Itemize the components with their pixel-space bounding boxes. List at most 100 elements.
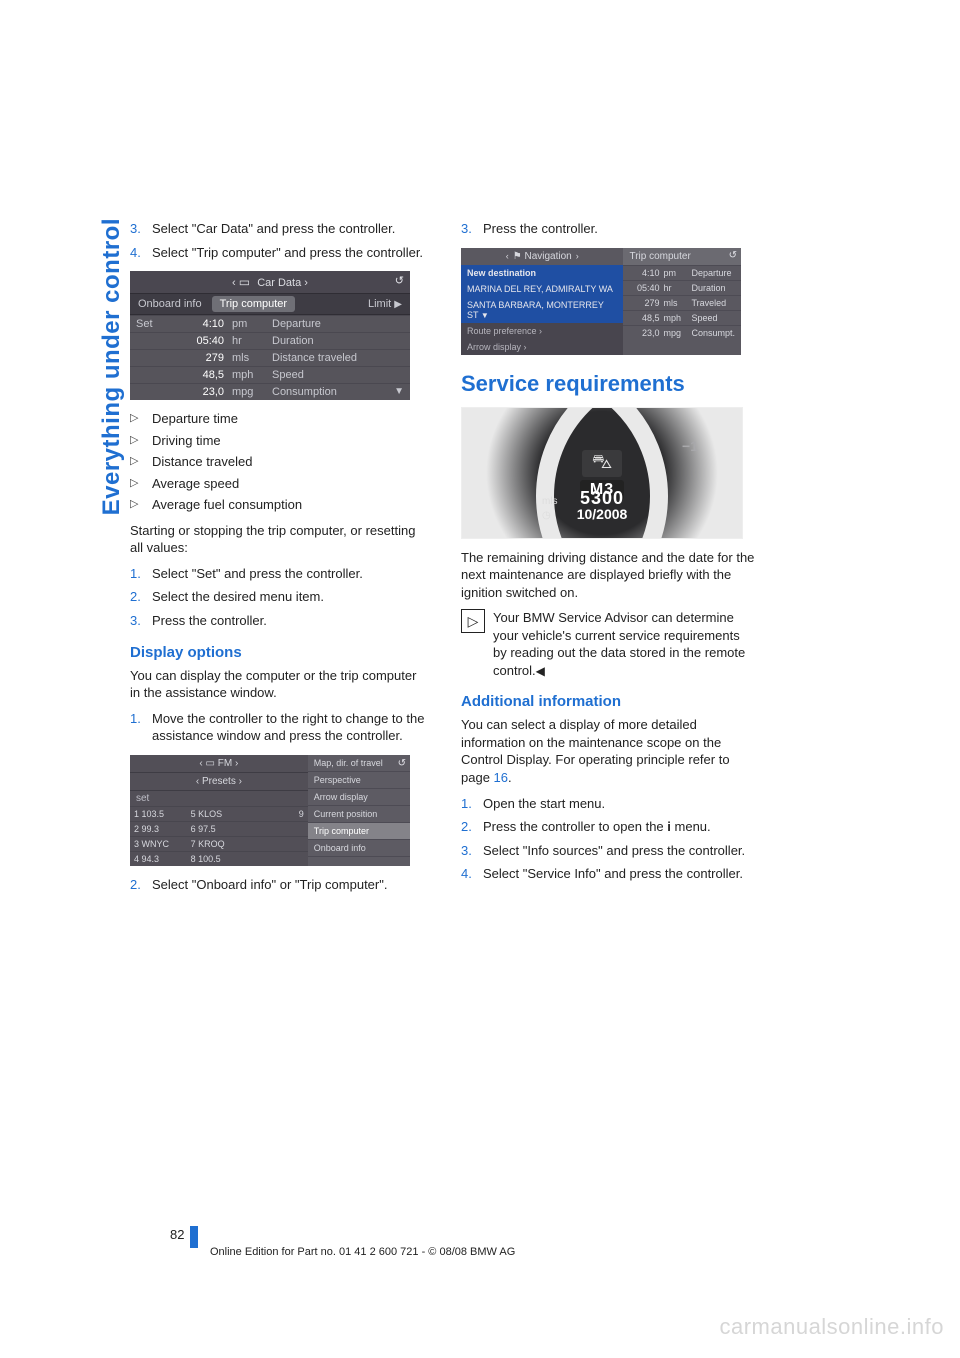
column-left: 3.Select "Car Data" and press the contro… [130, 220, 425, 903]
tab-onboard-info[interactable]: Onboard info [130, 294, 210, 314]
step-num: 2. [130, 876, 142, 894]
tab-trip-computer[interactable]: Trip computer [212, 296, 295, 312]
end-note-icon: ◀ [536, 664, 545, 678]
trip-label: Traveled [691, 298, 735, 308]
trip-unit: mpg [663, 328, 691, 338]
column-right: 3.Press the controller. ‹⚑ Navigation› N… [461, 220, 756, 903]
row-value: 48,5 [172, 369, 232, 381]
heading-display-options: Display options [130, 644, 425, 661]
paragraph: You can display the computer or the trip… [130, 667, 425, 702]
nav-route-preference[interactable]: Route preference › [461, 323, 623, 339]
assist-option-position[interactable]: Current position [308, 806, 410, 823]
tab-limit[interactable]: Limit ▶ [360, 294, 410, 314]
paragraph: The remaining driving distance and the d… [461, 549, 756, 602]
step-num: 1. [130, 710, 142, 745]
bullet-text: Distance traveled [152, 453, 252, 471]
preset-cell: 9 [247, 809, 304, 819]
trip-val: 23,0 [629, 328, 663, 338]
arrow-right-icon: › [572, 251, 583, 261]
arrow-right-icon: › [239, 776, 242, 787]
row-unit: pm [232, 318, 272, 330]
step-num: 1. [130, 565, 142, 583]
assist-option-perspective[interactable]: Perspective [308, 772, 410, 789]
step-text: Press the controller to open the i menu. [483, 818, 711, 836]
clock-icon: ◷ [542, 510, 551, 521]
row-value: 4:10 [172, 318, 232, 330]
arrow-down-icon: ▼ [481, 311, 489, 320]
car-data-rows: Set4:10pmDeparture 05:40hrDuration 279ml… [130, 315, 410, 400]
preset-cell: 7 KROQ [191, 839, 248, 849]
steps-additional-info: 1.Open the start menu. 2.Press the contr… [461, 795, 756, 883]
nav-new-destination[interactable]: New destination [461, 265, 623, 281]
shot2-right-panel: ↺ Map, dir. of travel Perspective Arrow … [308, 755, 410, 866]
assist-option-trip-computer[interactable]: Trip computer [308, 823, 410, 840]
screenshot-instrument-cluster: −1 ⛍ M3 mls ◷ 5300 10/2008 [461, 407, 743, 539]
trip-computer-fields: ▷Departure time ▷Driving time ▷Distance … [130, 410, 425, 514]
row-name: Duration [272, 335, 404, 347]
assist-option-map[interactable]: Map, dir. of travel [308, 755, 410, 772]
nav-arrow-display[interactable]: Arrow display › [461, 339, 623, 355]
row-name: Consumption [272, 386, 394, 398]
steps-reset: 1. Select "Set" and press the controller.… [130, 565, 425, 630]
assist-option-arrow[interactable]: Arrow display [308, 789, 410, 806]
service-date: 10/2008 [577, 506, 628, 522]
mls-label: mls [542, 496, 558, 507]
step-text: Select "Set" and press the controller. [152, 565, 363, 583]
page: Everything under control 3.Select "Car D… [0, 0, 960, 1358]
step-text: Select "Service Info" and press the cont… [483, 865, 743, 883]
nav-recent-2[interactable]: SANTA BARBARA, MONTERREY ST ▼ [461, 297, 623, 323]
step-text: Press the controller. [152, 612, 267, 630]
step-num: 3. [130, 612, 142, 630]
row-value: 279 [172, 352, 232, 364]
step-num: 4. [461, 865, 473, 883]
step-num: 1. [461, 795, 473, 813]
columns: 3.Select "Car Data" and press the contro… [130, 220, 900, 903]
triangle-bullet-icon: ▷ [130, 410, 142, 428]
heading-additional-information: Additional information [461, 693, 756, 710]
steps-display-options-2: 2. Select "Onboard info" or "Trip compute… [130, 876, 425, 894]
flag-icon: ⚑ [513, 251, 522, 262]
step-num: 4. [130, 244, 142, 262]
step-text: Select the desired menu item. [152, 588, 324, 606]
link-page-16[interactable]: 16 [494, 770, 508, 785]
car-data-icon: ▭ [239, 275, 250, 289]
preset-cell [247, 839, 304, 849]
shot2-set-label: set [130, 791, 308, 806]
trip-label: Departure [691, 268, 735, 278]
trip-val: 48,5 [629, 313, 663, 323]
step-num: 2. [130, 588, 142, 606]
paragraph: Starting or stopping the trip computer, … [130, 522, 425, 557]
page-number: 82 [170, 1227, 184, 1242]
note-service-advisor: ▷ Your BMW Service Advisor can determine… [461, 609, 756, 679]
heading-service-requirements: Service requirements [461, 371, 756, 397]
trip-val: 4:10 [629, 268, 663, 278]
row-name: Speed [272, 369, 404, 381]
shot3-right-panel: ↺ Trip computer 4:10pmDeparture 05:40hrD… [623, 248, 741, 355]
preset-cell: 6 97.5 [191, 824, 248, 834]
arrow-left-icon: ‹ [232, 277, 236, 289]
screenshot-assistance-window: ‹ ▭ FM › ‹ Presets › set 1 103.55 KLOS9 … [130, 755, 410, 866]
hand-icon: ↺ [395, 274, 404, 287]
trip-label: Speed [691, 313, 735, 323]
radio-icon: ▭ [206, 758, 215, 769]
step-text: Select "Trip computer" and press the con… [152, 244, 423, 262]
footer-text: Online Edition for Part no. 01 41 2 600 … [210, 1246, 515, 1258]
step-text: Select "Onboard info" or "Trip computer"… [152, 876, 387, 894]
arrow-right-icon: › [304, 277, 308, 289]
paragraph: You can select a display of more detaile… [461, 716, 756, 786]
assist-option-onboard-info[interactable]: Onboard info [308, 840, 410, 857]
preset-cell: 2 99.3 [134, 824, 191, 834]
preset-cell: 4 94.3 [134, 854, 191, 864]
step-text: Select "Info sources" and press the cont… [483, 842, 745, 860]
bullet-text: Average fuel consumption [152, 496, 302, 514]
triangle-bullet-icon: ▷ [130, 496, 142, 514]
trip-unit: mls [663, 298, 691, 308]
arrow-right-icon: ▶ [394, 299, 402, 310]
step-text: Open the start menu. [483, 795, 605, 813]
shot2-left-header: ‹ ▭ FM › [130, 755, 308, 773]
row-name: Distance traveled [272, 352, 404, 364]
preset-cell: 1 103.5 [134, 809, 191, 819]
note-icon: ▷ [461, 609, 485, 633]
triangle-bullet-icon: ▷ [130, 453, 142, 471]
nav-recent-1[interactable]: MARINA DEL REY, ADMIRALTY WA [461, 281, 623, 297]
